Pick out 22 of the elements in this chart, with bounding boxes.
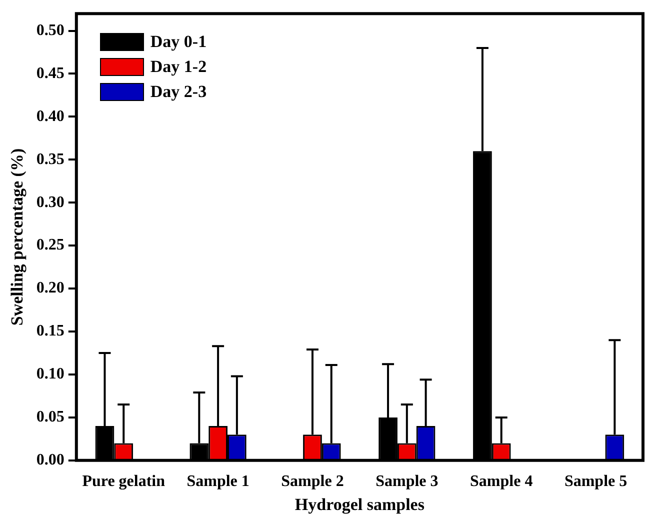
y-tick-label: 0.25 bbox=[36, 236, 64, 254]
x-tick-label: Sample 3 bbox=[376, 473, 438, 490]
legend-label: Day 0-1 bbox=[150, 32, 207, 52]
y-tick-label: 0.30 bbox=[36, 194, 64, 211]
y-tick-label: 0.50 bbox=[36, 22, 64, 39]
y-tick-label: 0.20 bbox=[36, 280, 64, 297]
x-tick-label: Pure gelatin bbox=[82, 473, 166, 490]
x-axis-title: Hydrogel samples bbox=[294, 495, 425, 514]
x-tick-label: Sample 4 bbox=[470, 473, 533, 490]
y-axis-title: Swelling percentage (%) bbox=[8, 148, 27, 326]
y-tick-label: 0.15 bbox=[36, 322, 64, 340]
legend-label: Day 1-2 bbox=[150, 57, 207, 78]
x-tick-label: Sample 2 bbox=[281, 473, 344, 490]
y-tick-label: 0.00 bbox=[36, 452, 64, 469]
y-tick-label: 0.40 bbox=[36, 108, 64, 125]
y-tick-label: 0.35 bbox=[36, 150, 64, 168]
y-tick-label: 0.45 bbox=[36, 64, 64, 82]
y-tick-label: 0.10 bbox=[36, 366, 64, 383]
y-tick-label: 0.05 bbox=[36, 408, 64, 426]
x-tick-label: Sample 5 bbox=[564, 473, 628, 490]
x-tick-label: Sample 1 bbox=[186, 473, 250, 490]
legend-label: Day 2-3 bbox=[150, 82, 207, 102]
